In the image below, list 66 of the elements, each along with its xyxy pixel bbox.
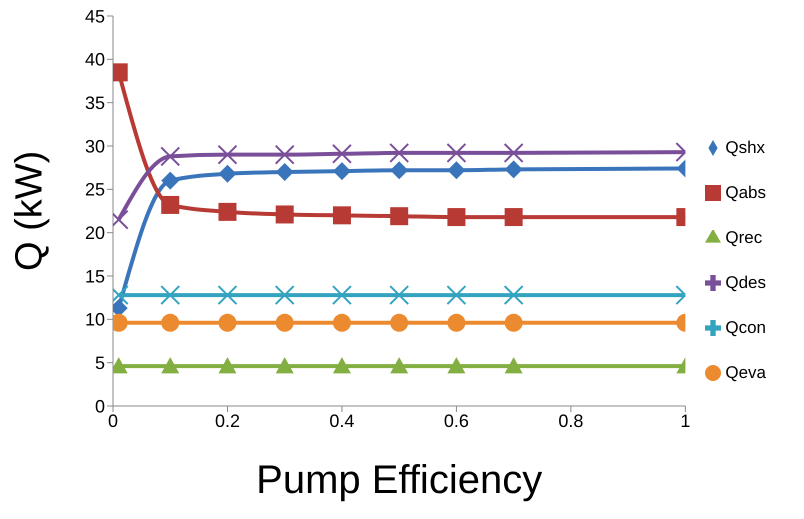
y-axis-title: Q (kW): [8, 150, 50, 271]
point: [390, 161, 408, 180]
y-tick-label: 30: [84, 136, 105, 156]
point: [504, 142, 524, 163]
point: [276, 163, 294, 181]
point: [390, 207, 408, 226]
point: [447, 314, 466, 332]
point: [504, 208, 523, 226]
point: [276, 205, 294, 224]
point: [274, 144, 295, 165]
x-tick-label: 0: [108, 410, 118, 431]
legend-label: Qeva: [725, 362, 766, 382]
point: [447, 357, 466, 374]
y-tick-label: 25: [84, 180, 105, 200]
point: [332, 162, 351, 180]
point: [217, 285, 238, 306]
legend-label: Qdes: [725, 272, 766, 292]
point: [161, 314, 180, 332]
point: [217, 144, 238, 165]
point: [390, 314, 408, 332]
point: [332, 206, 351, 224]
point: [276, 314, 294, 332]
y-tick-label: 15: [84, 266, 105, 286]
point: [447, 208, 466, 226]
y-tick-label: 0: [94, 396, 105, 416]
point: [161, 357, 180, 374]
y-tick-label: 45: [84, 6, 105, 26]
point: [447, 161, 466, 180]
point: [160, 146, 180, 166]
y-tick-label: 40: [84, 50, 105, 70]
y-tick-label: 35: [84, 93, 105, 114]
point: [504, 160, 523, 178]
point: [276, 357, 294, 374]
x-tick-label: 0.8: [558, 410, 584, 431]
legend-label: Qshx: [725, 138, 766, 156]
legend-label: Qcon: [725, 318, 766, 336]
y-tick-label: 5: [94, 353, 105, 374]
legend-label: Qrec: [725, 228, 762, 246]
y-tick-label: 20: [84, 223, 105, 244]
point: [218, 357, 236, 374]
point: [160, 285, 180, 306]
point: [274, 285, 295, 306]
point: [446, 142, 466, 163]
point: [504, 285, 524, 306]
point: [332, 314, 351, 332]
point: [332, 144, 352, 164]
x-tick-label: 0.4: [329, 410, 354, 431]
x-tick-label: 0.2: [214, 410, 240, 431]
point: [218, 314, 236, 332]
x-tick-label: 0.6: [444, 410, 469, 431]
point: [446, 285, 466, 306]
point: [332, 285, 352, 306]
point: [161, 172, 180, 190]
point: [332, 357, 351, 374]
point: [218, 202, 236, 221]
y-tick-label: 10: [84, 310, 105, 330]
legend-label: Qabs: [725, 182, 766, 202]
point: [390, 357, 408, 374]
x-axis-title: Pump Efficiency: [256, 458, 542, 502]
point: [389, 142, 410, 163]
point: [504, 314, 523, 332]
point: [504, 357, 523, 374]
point: [218, 164, 236, 183]
x-tick-label: 1: [680, 410, 690, 431]
point: [389, 285, 410, 306]
point: [161, 196, 180, 214]
